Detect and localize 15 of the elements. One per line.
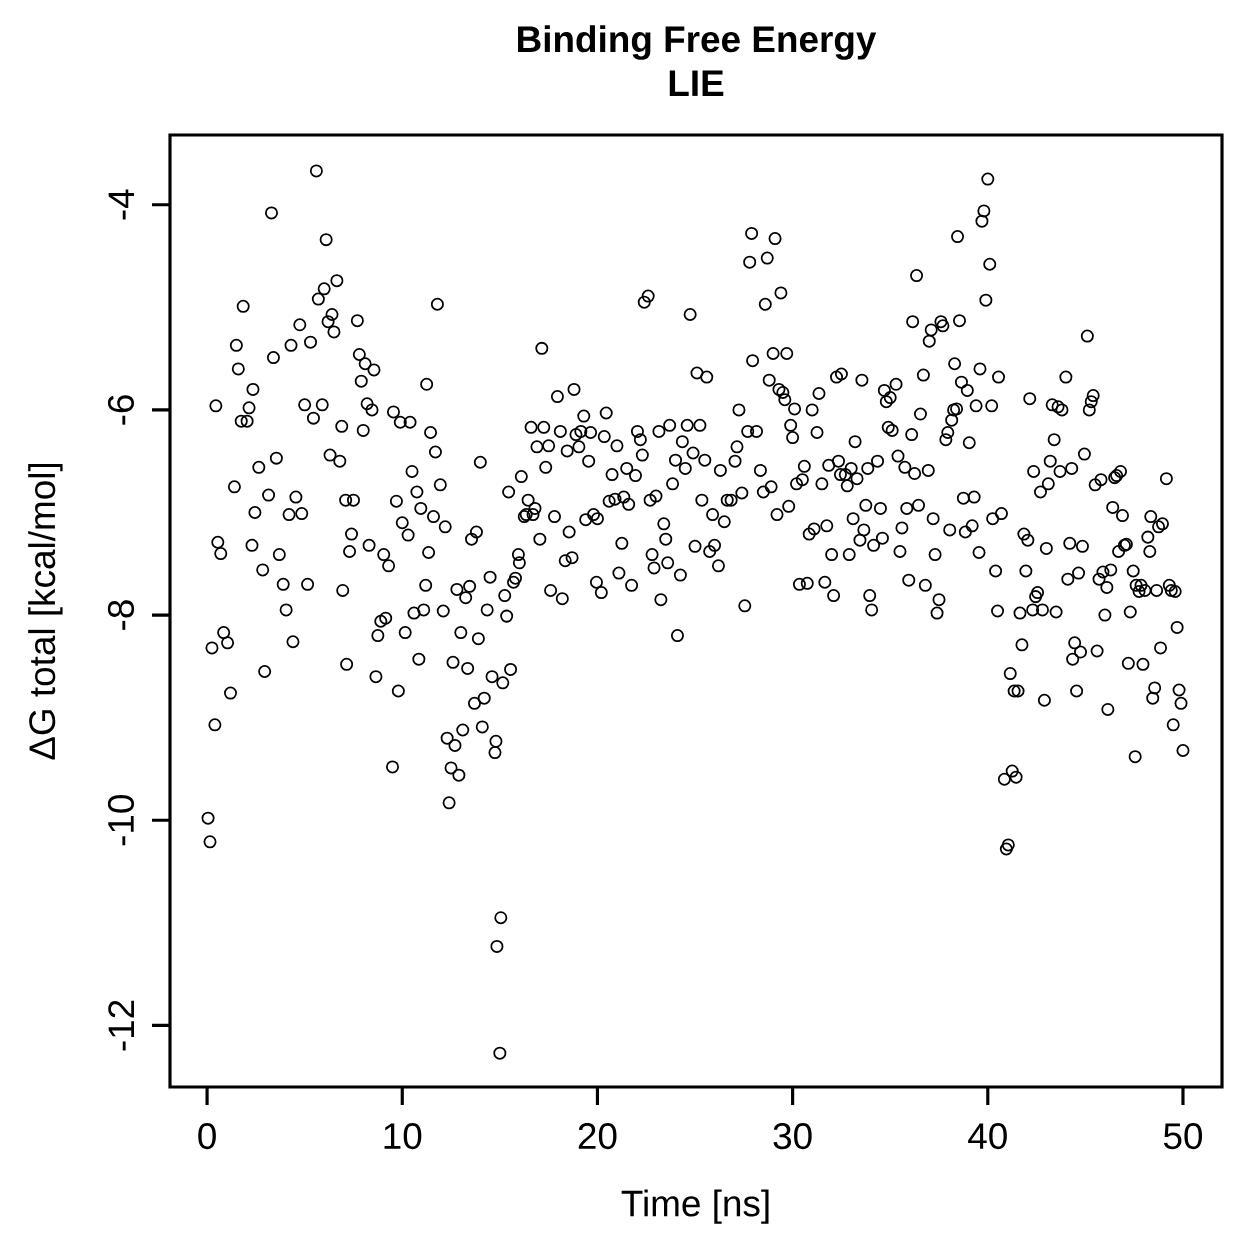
x-tick-label: 0 <box>198 1123 216 1150</box>
y-tick-label: -8 <box>107 600 135 630</box>
x-axis-title: Time [ns] <box>621 1189 769 1224</box>
y-axis-title: ΔG total [kcal/mol] <box>28 463 63 760</box>
y-tick-label: -10 <box>107 795 135 846</box>
chart-title: Binding Free Energy <box>518 25 877 60</box>
chart-subtitle: LIE <box>669 70 724 96</box>
y-tick-label: -6 <box>107 395 135 425</box>
x-tick-label: 30 <box>773 1123 812 1150</box>
y-tick-label: -4 <box>108 189 134 220</box>
x-tick-label: 10 <box>384 1123 422 1150</box>
y-tick-label: -12 <box>108 1000 134 1051</box>
x-tick-label: 50 <box>1163 1123 1203 1150</box>
x-tick-label: 20 <box>578 1123 617 1150</box>
x-tick-label: 40 <box>968 1123 1007 1150</box>
